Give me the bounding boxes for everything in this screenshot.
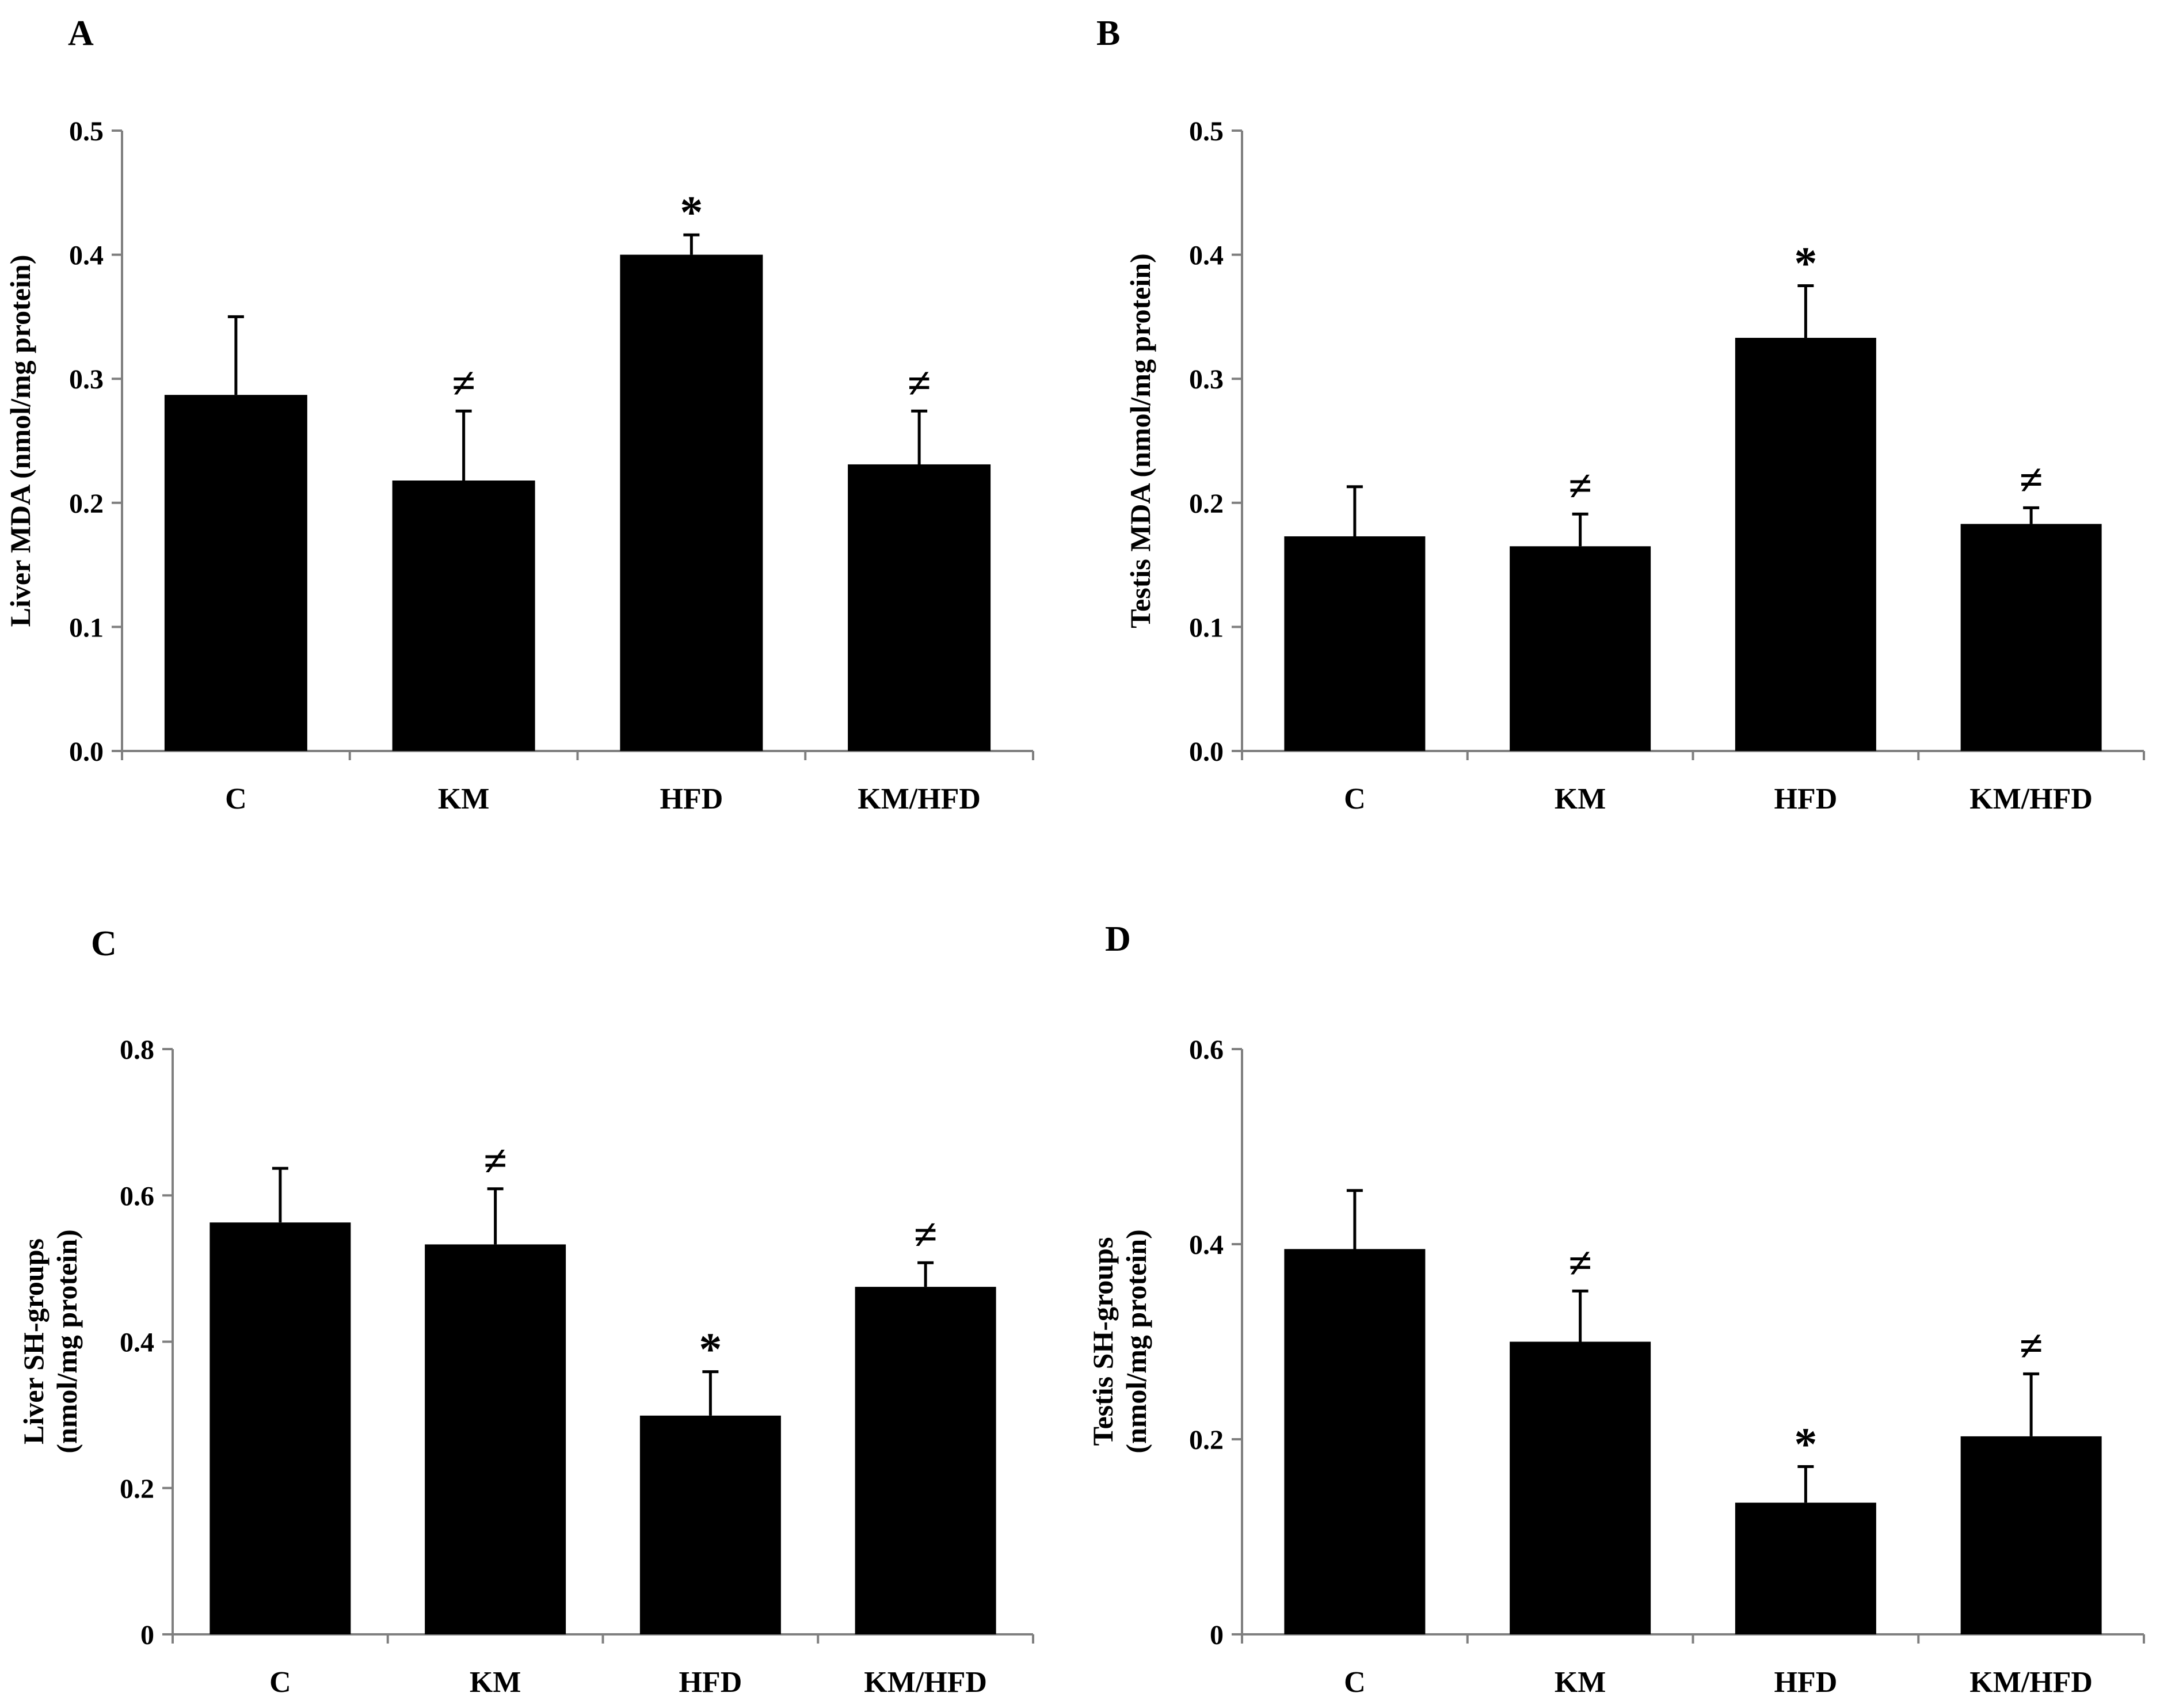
y-axis-title: Testis MDA (nmol/mg protein)	[1124, 253, 1156, 628]
bar-c	[1284, 1249, 1426, 1634]
y-tick-label: 0.1	[1189, 612, 1224, 643]
category-label: C	[1344, 783, 1366, 815]
panel-letter: A	[68, 14, 94, 53]
significance-mark: ≠	[1568, 463, 1592, 510]
category-label: KM/HFD	[1969, 1666, 2093, 1699]
y-axis-title: (nmol/mg protein)	[1120, 1229, 1152, 1453]
y-tick-label: 0.0	[1189, 737, 1224, 767]
bar-c	[1284, 536, 1426, 751]
significance-mark: ≠	[908, 360, 931, 407]
y-tick-label: 0.1	[69, 612, 104, 643]
panel-letter: D	[1105, 920, 1131, 959]
panel-letter: C	[91, 924, 117, 963]
y-tick-label: 0.3	[69, 364, 104, 395]
bar-hfd	[639, 1415, 781, 1634]
significance-mark: ≠	[914, 1211, 938, 1259]
y-tick-label: 0.5	[1189, 116, 1224, 147]
panel-letter: B	[1096, 14, 1120, 53]
category-label: HFD	[660, 783, 723, 815]
bar-c	[164, 395, 307, 751]
y-tick-label: 0	[140, 1620, 154, 1650]
bar-km-hfd	[1960, 1436, 2102, 1634]
significance-mark: *	[1794, 1419, 1817, 1470]
y-tick-label: 0.4	[1189, 241, 1224, 271]
category-label: KM	[1555, 1666, 1606, 1699]
category-label: KM	[470, 1666, 521, 1699]
category-label: KM/HFD	[864, 1666, 987, 1699]
category-label: C	[1344, 1666, 1366, 1699]
bar-hfd	[1735, 338, 1876, 751]
significance-mark: ≠	[1568, 1240, 1592, 1287]
bar-km	[425, 1244, 566, 1634]
panel-a: A 0.0 0.1 0.2 0.3 0.4 0.5 C ≠ KM * HFD ≠ KM/HFD Liver …	[4, 14, 1034, 815]
y-tick-label: 0	[1210, 1620, 1224, 1650]
bar-km	[1510, 1341, 1651, 1634]
y-tick-label: 0.2	[69, 489, 104, 519]
category-label: HFD	[679, 1666, 742, 1699]
y-tick-label: 0.2	[120, 1474, 154, 1504]
category-label: KM	[1555, 783, 1606, 815]
significance-mark: ≠	[452, 360, 475, 407]
y-axis-title: Testis SH-groups	[1087, 1237, 1119, 1446]
bar-km	[1510, 546, 1651, 751]
y-axis-title: (nmol/mg protein)	[51, 1229, 83, 1453]
significance-mark: *	[699, 1325, 722, 1375]
y-tick-label: 0.2	[1189, 1425, 1224, 1455]
category-label: KM	[438, 783, 490, 815]
category-label: KM/HFD	[858, 783, 981, 815]
y-axis-title: Liver MDA (nmol/mg protein)	[4, 255, 36, 627]
bar-km-hfd	[1960, 524, 2102, 751]
y-tick-label: 0.4	[120, 1328, 154, 1358]
significance-mark: *	[680, 188, 703, 238]
bar-km	[392, 480, 535, 751]
panel-b: B 0.0 0.1 0.2 0.3 0.4 0.5 C ≠ KM * HFD ≠ KM/HFD Testis…	[1096, 14, 2145, 815]
significance-mark: ≠	[2020, 1322, 2043, 1370]
y-tick-label: 0.5	[69, 116, 104, 147]
significance-mark: ≠	[483, 1138, 507, 1185]
bar-km-hfd	[848, 464, 991, 751]
y-tick-label: 0.4	[1189, 1230, 1224, 1260]
y-tick-label: 0.4	[69, 241, 104, 271]
y-tick-label: 0.8	[120, 1035, 154, 1065]
panel-d: D 0 0.2 0.4 0.6 C ≠ KM * HFD ≠ KM/HFD Testis SH-grou…	[1087, 920, 2145, 1699]
significance-mark: ≠	[2020, 456, 2043, 504]
y-tick-label: 0.0	[69, 737, 104, 767]
y-tick-label: 0.6	[1189, 1035, 1224, 1065]
y-tick-label: 0.3	[1189, 364, 1224, 395]
category-label: KM/HFD	[1969, 783, 2093, 815]
category-label: C	[269, 1666, 291, 1699]
bar-km-hfd	[855, 1287, 996, 1634]
y-tick-label: 0.6	[120, 1181, 154, 1211]
bar-c	[209, 1222, 351, 1634]
category-label: HFD	[1774, 1666, 1837, 1699]
y-tick-label: 0.2	[1189, 489, 1224, 519]
significance-mark: *	[1794, 239, 1817, 289]
panel-c: C 0 0.2 0.4 0.6 0.8 C ≠ KM * HFD ≠ KM/HFD Liver SH-gr…	[17, 924, 1034, 1699]
bar-hfd	[620, 254, 763, 752]
bar-hfd	[1735, 1503, 1876, 1634]
category-label: HFD	[1774, 783, 1837, 815]
y-axis-title: Liver SH-groups	[17, 1238, 49, 1444]
category-label: C	[225, 783, 247, 815]
